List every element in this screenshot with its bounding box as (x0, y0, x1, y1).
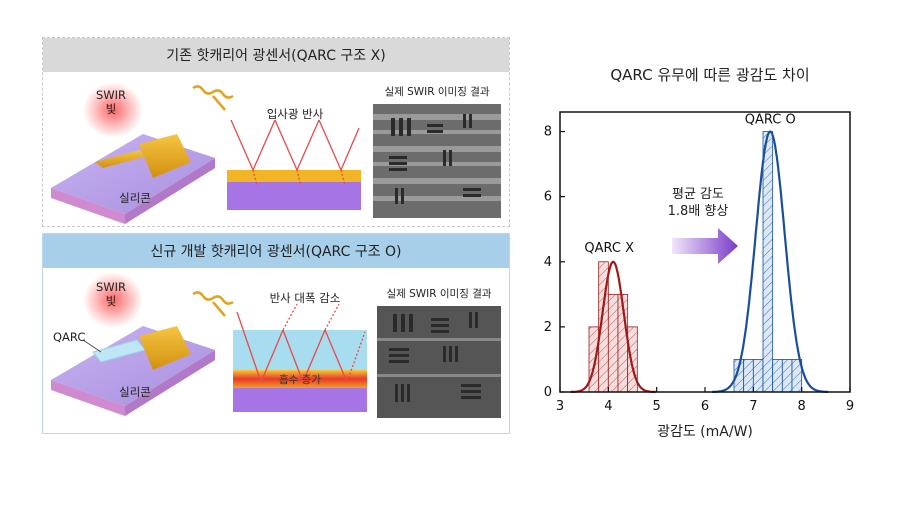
bar-qarc-x (588, 326, 600, 393)
gold-contact-small (95, 150, 147, 168)
reflection-rays (230, 119, 360, 187)
swir-label: SWIR 빛 (95, 88, 127, 116)
gold-contact-large (139, 134, 191, 178)
y-tick-label: 0 (544, 385, 552, 400)
absorption-rays (236, 303, 366, 383)
reflect-label: 입사광 반사 (266, 107, 324, 121)
series-label-qarc-x: QARC X (584, 241, 634, 256)
plot-area: QARC X QARC O 3 4 5 6 7 8 9 0 2 4 6 8 (544, 111, 854, 414)
new-diagram (51, 272, 501, 418)
silicon-block-side (125, 158, 215, 224)
bar-qarc-o (752, 359, 764, 393)
fit-curve-qarc-x (570, 260, 656, 394)
imaging-label: 실제 SWIR 이미징 결과 (384, 86, 490, 98)
x-tick-label: 3 (556, 399, 564, 414)
improvement-arrow (672, 228, 738, 264)
x-tick-label: 7 (749, 399, 757, 414)
reduced-reflect-label: 반사 대폭 감소 (269, 291, 341, 305)
y-tick-label: 2 (544, 320, 552, 335)
series-label-qarc-o: QARC O (745, 113, 796, 128)
qarc-label: QARC (53, 330, 86, 344)
bar-qarc-o (743, 359, 754, 393)
silicon-label-new: 실리콘 (119, 385, 151, 399)
responsivity-chart: QARC 유무에 따른 광감도 차이 QARC X QARC O 3 4 5 6 7 8 9 0 2… (544, 66, 854, 440)
bar-qarc-x (627, 326, 638, 393)
conventional-panel-title: 기존 핫캐리어 광센서(QARC 구조 X) (43, 38, 509, 72)
fit-curve-qarc-o (712, 130, 829, 393)
absorption-layer (233, 370, 367, 388)
new-panel-title: 신규 개발 핫캐리어 광센서(QARC 구조 O) (43, 234, 509, 268)
light-wave-icon (192, 85, 234, 99)
improvement-annotation: 평균 감도 1.8배 향상 (668, 187, 729, 219)
x-axis-label: 광감도 (mA/W) (657, 424, 753, 440)
bar-qarc-x (607, 293, 619, 393)
swir-glow (83, 82, 143, 138)
silicon-layer (227, 182, 361, 210)
annotation-line: 1.8배 향상 (668, 204, 729, 219)
bar-qarc-o (762, 131, 774, 393)
qarc-layer (233, 330, 367, 370)
y-tick-label: 8 (544, 125, 552, 140)
bar-qarc-o (772, 359, 783, 393)
new-sensor-panel: 신규 개발 핫캐리어 광센서(QARC 구조 O) (42, 233, 510, 434)
annotation-line: 평균 감도 (672, 187, 724, 202)
chart-title: QARC 유무에 따른 광감도 차이 (610, 66, 809, 84)
swir-label-new: SWIR 빛 (95, 280, 127, 308)
x-tick-label: 8 (798, 399, 806, 414)
x-tick-label: 4 (604, 399, 612, 414)
x-tick-label: 9 (846, 399, 854, 414)
absorb-label: 흡수 증가 (279, 374, 321, 386)
conventional-diagram (51, 82, 501, 224)
y-tick-label: 6 (544, 190, 552, 205)
silicon-label: 실리콘 (119, 191, 151, 205)
x-tick-label: 5 (653, 399, 661, 414)
y-tick-label: 4 (544, 255, 552, 270)
conventional-sensor-panel: 기존 핫캐리어 광센서(QARC 구조 X) (42, 37, 510, 227)
x-tick-label: 6 (701, 399, 709, 414)
bar-qarc-o (781, 359, 793, 393)
imaging-label-new: 실제 SWIR 이미징 결과 (386, 288, 492, 300)
silicon-block-front (51, 188, 125, 224)
gold-layer (227, 170, 361, 182)
